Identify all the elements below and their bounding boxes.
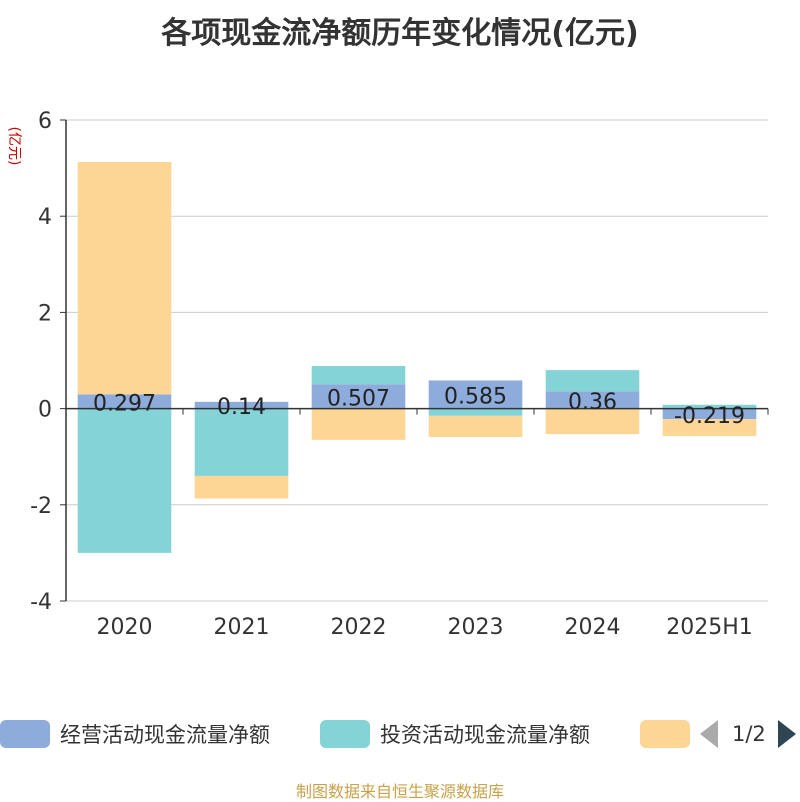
- pager-next-icon[interactable]: [777, 720, 796, 748]
- y-tick-label: -4: [30, 590, 52, 615]
- bar-series2-2024: [545, 408, 640, 435]
- x-tick-label: 2021: [214, 615, 270, 640]
- bar-series1-2021: [194, 408, 289, 476]
- legend-item-operating[interactable]: 经营活动现金流量净额: [0, 718, 270, 750]
- legend-label-investing: 投资活动现金流量净额: [380, 723, 590, 747]
- legend: 经营活动现金流量净额 投资活动现金流量净额 1/2: [0, 716, 800, 752]
- bar-series2-2021: [194, 475, 289, 499]
- x-tick-label: 2025H1: [666, 615, 753, 640]
- bar-series2-2020: [77, 161, 172, 395]
- bar-series1-2024: [545, 370, 640, 392]
- y-tick-label: 2: [38, 301, 52, 326]
- axes: -4 -2 0 2 4 6 (亿元) 2020 2021 2022 2023 2024 2025H1: [6, 109, 769, 640]
- x-tick-label: 2023: [448, 615, 504, 640]
- gridlines: [66, 119, 768, 602]
- y-tick-label: 0: [38, 398, 52, 423]
- legend-item-investing[interactable]: 投资活动现金流量净额: [320, 718, 590, 750]
- legend-label-operating: 经营活动现金流量净额: [60, 723, 270, 747]
- legend-swatch-operating: [0, 720, 50, 748]
- legend-item-financing[interactable]: [640, 718, 690, 750]
- bar-series1-2020: [77, 408, 172, 553]
- legend-swatch-investing: [320, 720, 370, 748]
- bar-series2-2022: [311, 408, 406, 440]
- bar-series2-2025H1: [662, 419, 757, 436]
- data-label-2022: 0.507: [327, 386, 390, 411]
- data-label-2021: 0.14: [217, 395, 266, 420]
- data-label-2023: 0.585: [444, 385, 507, 410]
- source-note: 制图数据来自恒生聚源数据库: [295, 782, 504, 801]
- y-axis-title: (亿元): [6, 127, 22, 166]
- bars: [77, 161, 757, 553]
- bar-series1-2025H1: [662, 404, 757, 409]
- bar-series0-2021: [194, 401, 289, 409]
- bar-series0-2025H1: [662, 408, 757, 420]
- y-tick-label: 6: [38, 109, 52, 134]
- data-label-2020: 0.297: [93, 391, 156, 416]
- data-label-2024: 0.36: [568, 390, 617, 415]
- bar-series1-2022: [311, 365, 406, 385]
- bar-series0-2022: [311, 384, 406, 409]
- y-tick-label: 4: [38, 205, 52, 230]
- pager-prev-icon[interactable]: [700, 720, 718, 748]
- bar-series2-2023: [428, 415, 523, 437]
- x-tick-label: 2022: [331, 615, 387, 640]
- bar-series0-2023: [428, 380, 523, 409]
- legend-pager: 1/2: [700, 718, 796, 750]
- chart-title: 各项现金流净额历年变化情况(亿元): [161, 16, 639, 51]
- bar-series1-2023: [428, 408, 523, 416]
- bar-series0-2020: [77, 394, 172, 409]
- bar-series0-2024: [545, 391, 640, 409]
- cash-flow-chart: -4 -2 0 2 4 6 (亿元) 2020 2021 2022 2023 2024 2025H1 0…: [6, 109, 769, 640]
- x-tick-label: 2024: [565, 615, 621, 640]
- pager-text: 1/2: [732, 722, 766, 746]
- data-labels: 0.297 0.14 0.507 0.585 0.36 -0.219: [93, 385, 745, 429]
- x-tick-label: 2020: [97, 615, 153, 640]
- y-tick-label: -2: [30, 494, 52, 519]
- data-label-2025H1: -0.219: [674, 404, 745, 429]
- legend-swatch-financing: [640, 720, 690, 748]
